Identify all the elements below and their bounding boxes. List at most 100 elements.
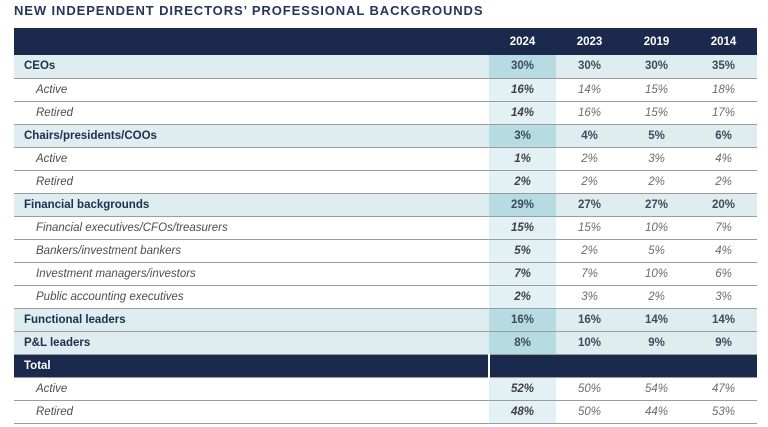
table-row: P&L leaders 8% 10% 9% 9% — [14, 331, 757, 355]
value-cell: 14% — [489, 101, 556, 125]
backgrounds-table: 2024 2023 2019 2014 CEOs 30% 30% 30% 35% Active 1… — [14, 28, 757, 424]
value-cell: 3% — [556, 285, 623, 309]
value-cell: 16% — [556, 101, 623, 125]
value-cell: 44% — [623, 400, 690, 424]
row-label: P&L leaders — [14, 331, 489, 355]
table-header: 2024 2023 2019 2014 — [14, 28, 757, 55]
table-row: CEOs 30% 30% 30% 35% — [14, 55, 757, 79]
value-cell: 10% — [623, 216, 690, 240]
value-cell: 50% — [556, 400, 623, 424]
value-cell: 14% — [690, 308, 757, 332]
table-row: Retired 48% 50% 44% 53% — [14, 400, 757, 424]
value-cell: 10% — [556, 331, 623, 355]
value-cell: 5% — [623, 124, 690, 148]
value-cell: 29% — [489, 193, 556, 217]
table-row: Total — [14, 354, 757, 378]
table-row: Financial executives/CFOs/treasurers 15% 1… — [14, 216, 757, 240]
value-cell: 18% — [690, 78, 757, 102]
value-cell: 2% — [556, 239, 623, 263]
table-row: Active 52% 50% 54% 47% — [14, 377, 757, 401]
value-cell: 8% — [489, 331, 556, 355]
value-cell: 2% — [623, 170, 690, 194]
value-cell: 16% — [489, 308, 556, 332]
value-cell: 6% — [690, 124, 757, 148]
header-label-cell — [14, 28, 489, 55]
value-cell — [488, 354, 556, 378]
row-label: Chairs/presidents/COOs — [14, 124, 489, 148]
value-cell: 30% — [489, 55, 556, 79]
value-cell: 48% — [489, 400, 556, 424]
value-cell: 5% — [623, 239, 690, 263]
row-label: Total — [14, 354, 489, 378]
row-label: Active — [14, 147, 489, 171]
table-row: Active 16% 14% 15% 18% — [14, 78, 757, 102]
value-cell: 54% — [623, 377, 690, 401]
table-row: Active 1% 2% 3% 4% — [14, 147, 757, 171]
value-cell: 30% — [623, 55, 690, 79]
row-label: Financial executives/CFOs/treasurers — [14, 216, 489, 240]
table-header-row: 2024 2023 2019 2014 — [14, 28, 757, 55]
table-row: Public accounting executives 2% 3% 2% 3% — [14, 285, 757, 309]
value-cell: 3% — [690, 285, 757, 309]
row-label: Active — [14, 78, 489, 102]
table-row: Functional leaders 16% 16% 14% 14% — [14, 308, 757, 332]
value-cell: 15% — [556, 216, 623, 240]
value-cell: 6% — [690, 262, 757, 286]
value-cell: 7% — [690, 216, 757, 240]
value-cell: 14% — [556, 78, 623, 102]
value-cell: 2% — [556, 170, 623, 194]
value-cell: 4% — [690, 239, 757, 263]
value-cell: 10% — [623, 262, 690, 286]
row-label: Retired — [14, 400, 489, 424]
table-row: Retired 14% 16% 15% 17% — [14, 101, 757, 125]
value-cell: 1% — [489, 147, 556, 171]
table-row: Bankers/investment bankers 5% 2% 5% 4% — [14, 239, 757, 263]
value-cell: 14% — [623, 308, 690, 332]
table-row: Chairs/presidents/COOs 3% 4% 5% 6% — [14, 124, 757, 148]
value-cell: 3% — [489, 124, 556, 148]
value-cell: 20% — [690, 193, 757, 217]
row-label: Public accounting executives — [14, 285, 489, 309]
value-cell: 15% — [623, 101, 690, 125]
value-cell: 27% — [623, 193, 690, 217]
row-label: Retired — [14, 101, 489, 125]
row-label: Functional leaders — [14, 308, 489, 332]
value-cell — [556, 354, 623, 378]
table-row: Financial backgrounds 29% 27% 27% 20% — [14, 193, 757, 217]
header-year-2014: 2014 — [690, 28, 757, 55]
value-cell: 2% — [623, 285, 690, 309]
value-cell: 9% — [623, 331, 690, 355]
value-cell: 15% — [623, 78, 690, 102]
table-row: Investment managers/investors 7% 7% 10% 6% — [14, 262, 757, 286]
value-cell: 7% — [556, 262, 623, 286]
value-cell: 47% — [690, 377, 757, 401]
value-cell: 53% — [690, 400, 757, 424]
value-cell: 3% — [623, 147, 690, 171]
table-body: CEOs 30% 30% 30% 35% Active 16% 14% 15% 18% Retire… — [14, 55, 757, 424]
value-cell — [690, 354, 757, 378]
backgrounds-table-container: 2024 2023 2019 2014 CEOs 30% 30% 30% 35% Active 1… — [14, 28, 757, 424]
page-title: NEW INDEPENDENT DIRECTORS’ PROFESSIONAL … — [14, 3, 484, 18]
value-cell: 52% — [489, 377, 556, 401]
value-cell: 50% — [556, 377, 623, 401]
table-row: Retired 2% 2% 2% 2% — [14, 170, 757, 194]
row-label: Bankers/investment bankers — [14, 239, 489, 263]
value-cell: 4% — [556, 124, 623, 148]
value-cell: 30% — [556, 55, 623, 79]
header-year-2024: 2024 — [489, 28, 556, 55]
header-year-2023: 2023 — [556, 28, 623, 55]
value-cell: 7% — [489, 262, 556, 286]
value-cell: 15% — [489, 216, 556, 240]
value-cell: 2% — [489, 285, 556, 309]
value-cell: 9% — [690, 331, 757, 355]
row-label: Financial backgrounds — [14, 193, 489, 217]
value-cell: 4% — [690, 147, 757, 171]
value-cell: 2% — [489, 170, 556, 194]
value-cell — [623, 354, 690, 378]
value-cell: 35% — [690, 55, 757, 79]
value-cell: 27% — [556, 193, 623, 217]
row-label: Investment managers/investors — [14, 262, 489, 286]
value-cell: 2% — [690, 170, 757, 194]
header-year-2019: 2019 — [623, 28, 690, 55]
